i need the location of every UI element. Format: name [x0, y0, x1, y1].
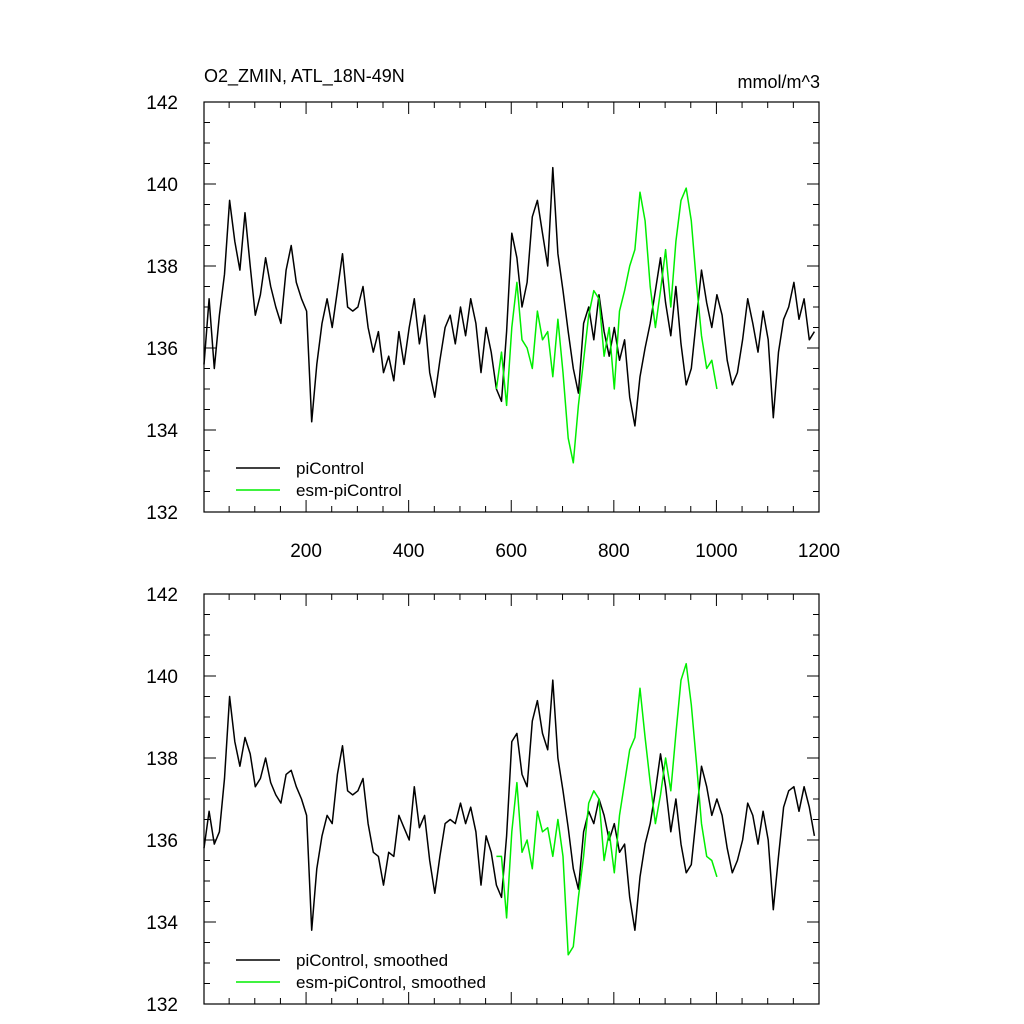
bottom-y-axis: 132 134 136 138 140 142 [146, 585, 819, 1016]
y-tick-label: 142 [146, 585, 178, 606]
legend-label-picontrol-smoothed: piControl, smoothed [296, 951, 448, 970]
bottom-legend: piControl, smoothed esm-piControl, smoot… [236, 951, 486, 992]
series-line-picontrol [203, 166, 816, 427]
y-tick-label: 138 [146, 749, 178, 770]
y-tick-label: 136 [146, 339, 178, 360]
y-tick-label: 134 [146, 421, 178, 442]
top-plot-frame [203, 101, 820, 513]
y-tick-label: 132 [146, 503, 178, 524]
series-line-picontrol-smoothed [203, 679, 816, 931]
bottom-x-axis [228, 594, 820, 1004]
x-tick-label: 200 [290, 541, 322, 562]
legend-label-picontrol: piControl [296, 459, 364, 478]
bottom-panel: 132 134 136 138 140 142 piControl, smoothed e… [146, 585, 820, 1016]
x-tick-label: 1200 [798, 541, 840, 562]
x-tick-label: 400 [393, 541, 425, 562]
y-tick-label: 134 [146, 913, 178, 934]
y-tick-label: 142 [146, 93, 178, 114]
top-panel-units: mmol/m^3 [738, 72, 820, 92]
legend-label-esm-picontrol: esm-piControl [296, 481, 402, 500]
y-tick-label: 138 [146, 257, 178, 278]
series-line-esm-picontrol-smoothed [496, 662, 718, 956]
x-tick-label: 1000 [695, 541, 737, 562]
top-x-axis: 200 400 600 800 1000 1200 [228, 102, 840, 562]
y-tick-label: 140 [146, 175, 178, 196]
legend-label-esm-picontrol-smoothed: esm-piControl, smoothed [296, 973, 486, 992]
top-y-axis: 132 134 136 138 140 142 [146, 93, 819, 524]
bottom-plot-area [203, 662, 816, 956]
x-tick-label: 800 [598, 541, 630, 562]
top-panel-title: O2_ZMIN, ATL_18N-49N [204, 66, 405, 87]
bottom-plot-frame [203, 593, 820, 1005]
y-tick-label: 132 [146, 995, 178, 1016]
top-legend: piControl esm-piControl [236, 459, 402, 500]
y-tick-label: 136 [146, 831, 178, 852]
top-panel: O2_ZMIN, ATL_18N-49N mmol/m^3 1321341361… [146, 66, 840, 562]
y-tick-label: 140 [146, 667, 178, 688]
top-plot-area [203, 166, 816, 464]
x-tick-label: 600 [495, 541, 527, 562]
series-line-esm-picontrol [495, 187, 718, 464]
